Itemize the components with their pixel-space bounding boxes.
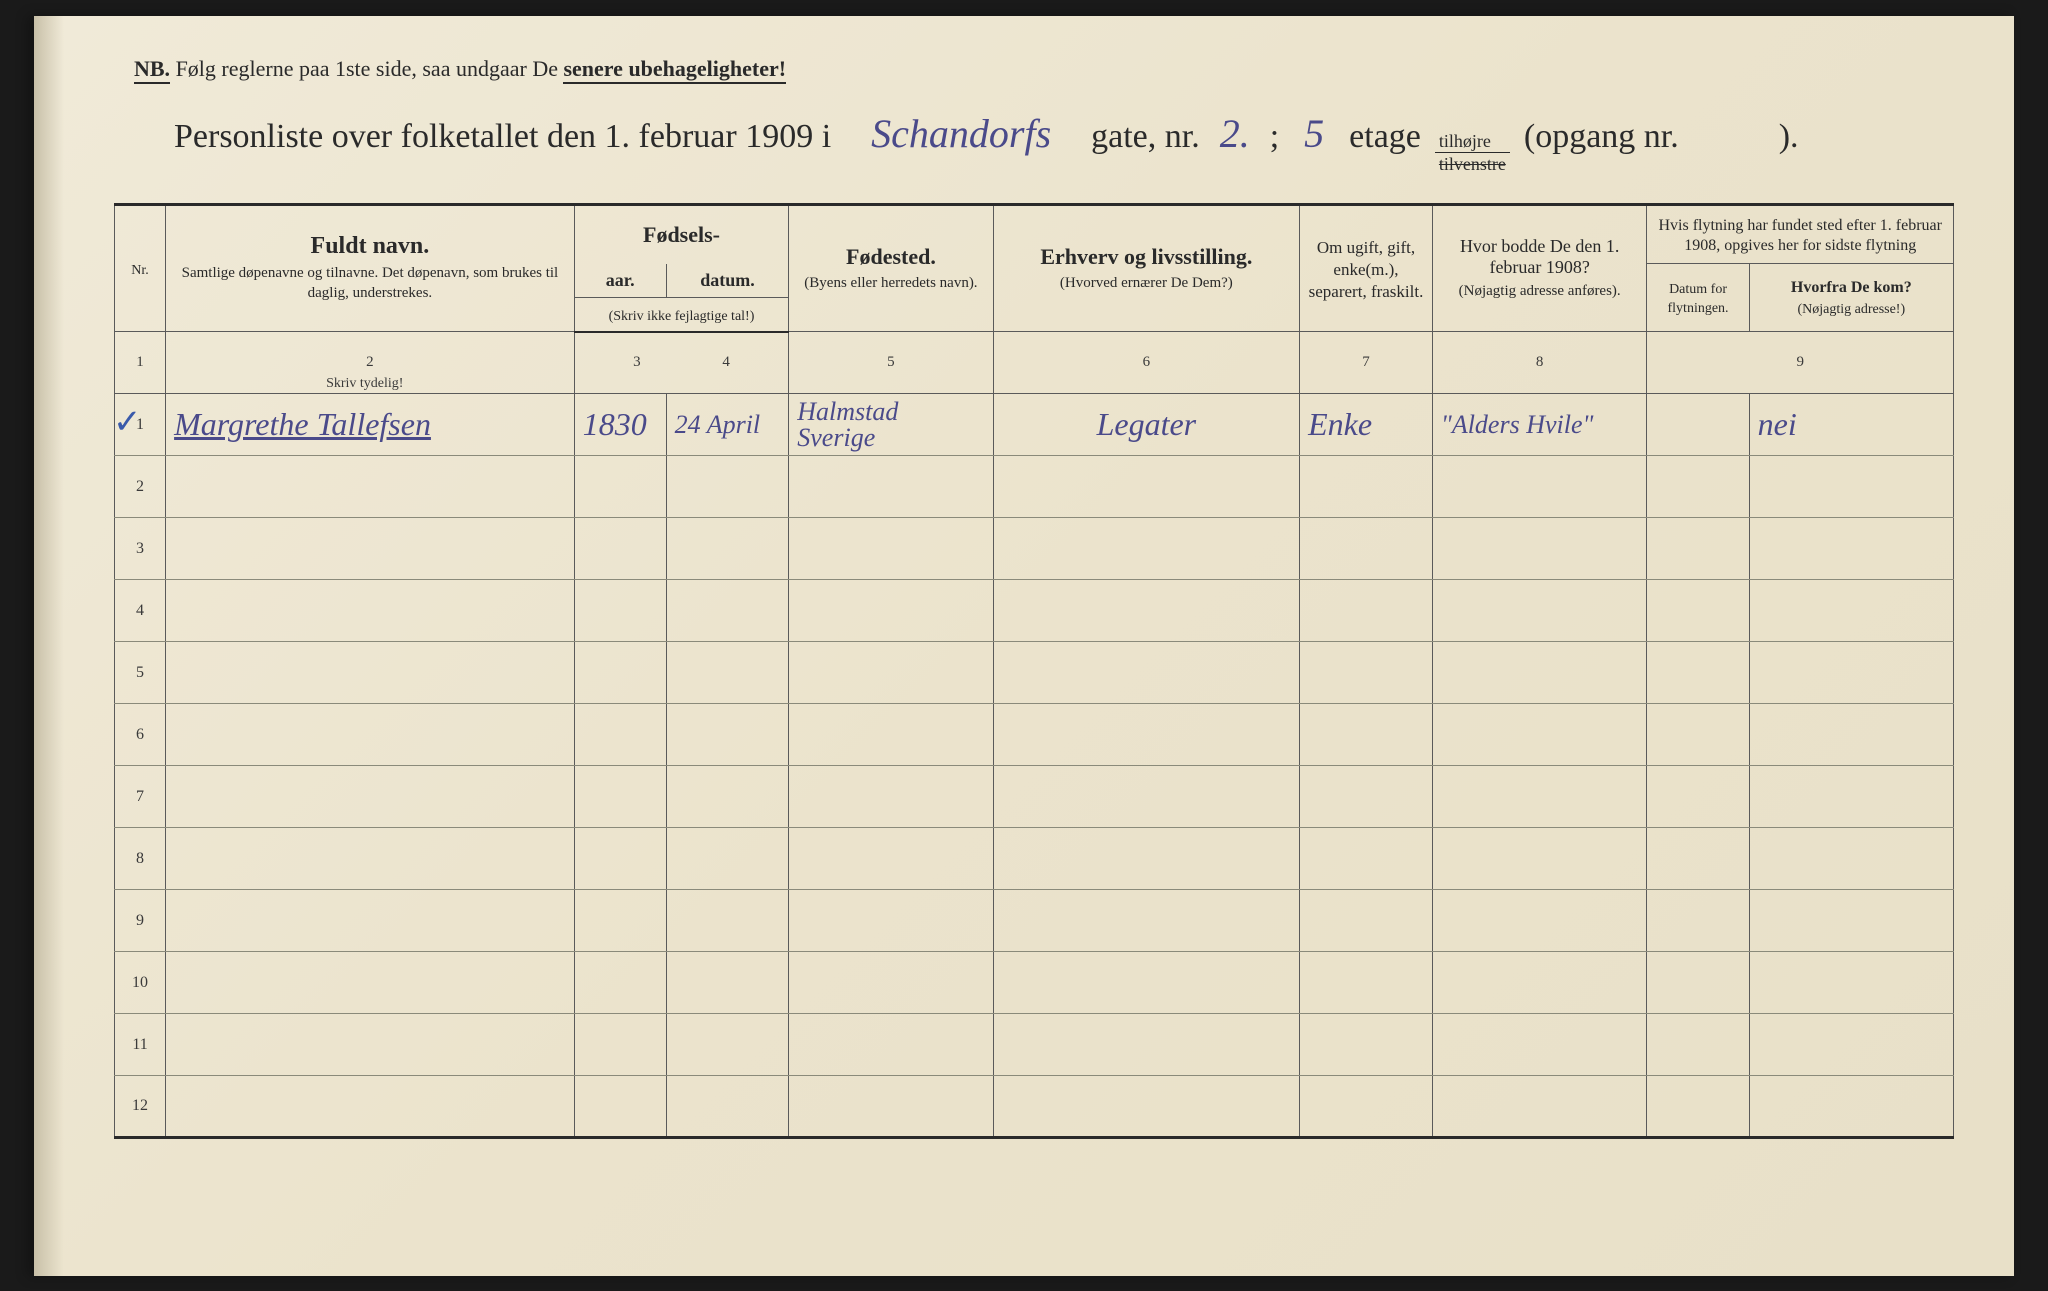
title-line: Personliste over folketallet den 1. febr… (114, 110, 1954, 173)
colnum-9: 9 (1647, 332, 1954, 394)
nb-bold: senere ubehageligheter! (563, 56, 786, 84)
cell-status: Enke (1300, 394, 1433, 456)
nr-handwritten: 2. (1210, 110, 1260, 157)
hdr-occ: Erhverv og livsstilling. (Hvorved ernære… (993, 204, 1300, 332)
hdr-prev: Hvor bodde De den 1. februar 1908? (Nøja… (1432, 204, 1647, 332)
nb-prefix: NB. (134, 56, 170, 84)
table-row: 11 (115, 1014, 1954, 1076)
hdr-name: Fuldt navn. Samtlige døpenavne og tilnav… (166, 204, 575, 332)
frac-bot: tilvenstre (1435, 153, 1510, 173)
table-row: 6 (115, 704, 1954, 766)
colnum-5: 5 (789, 332, 993, 394)
table-row: ✓ 1 Skriv tydelig! Margrethe Tallefsen 1… (115, 394, 1954, 456)
frac-top: tilhøjre (1435, 132, 1510, 153)
table-row: 7 (115, 766, 1954, 828)
colnum-6: 6 (993, 332, 1300, 394)
census-table: 1 2 3 4 5 6 7 8 9 Nr. Fuldt navn. Samtli… (114, 203, 1954, 1140)
hdr-place: Fødested. (Byens eller herredets navn). (789, 204, 993, 332)
hdr-birth-year: aar. (574, 264, 666, 298)
title-close: ). (1779, 118, 1799, 156)
street-handwritten: Schandorfs (841, 110, 1081, 157)
table-header: Nr. Fuldt navn. Samtlige døpenavne og ti… (115, 204, 1954, 332)
title-gate: gate, nr. (1091, 118, 1200, 156)
cell-movedate (1647, 394, 1749, 456)
colnum-34: 3 4 (574, 332, 789, 394)
table-row: 10 (115, 952, 1954, 1014)
table-row: 4 (115, 580, 1954, 642)
cell-date: 24 April (666, 394, 789, 456)
hdr-birth-date: datum. (666, 264, 789, 298)
skriv-tydelig-label: Skriv tydelig! (326, 376, 403, 392)
nb-text: Følg reglerne paa 1ste side, saa undgaar… (176, 56, 558, 81)
table-row: 12 (115, 1076, 1954, 1138)
title-etage: etage (1349, 118, 1421, 156)
cell-year: 1830 (574, 394, 666, 456)
title-semi: ; (1270, 118, 1279, 156)
title-part1: Personliste over folketallet den 1. febr… (174, 118, 831, 156)
colnum-1: 1 (115, 332, 166, 394)
hdr-birth-note: (Skriv ikke fejlagtige tal!) (574, 297, 789, 332)
cell-place: Halmstad Sverige (789, 394, 993, 456)
row-nr: ✓ 1 (115, 394, 166, 456)
table-row: 5 (115, 642, 1954, 704)
colnum-7: 7 (1300, 332, 1433, 394)
check-mark: ✓ (113, 402, 142, 442)
side-fraction: tilhøjre tilvenstre (1435, 132, 1510, 173)
etage-handwritten: 5 (1289, 110, 1339, 157)
cell-occ: Legater (993, 394, 1300, 456)
table-row: 2 (115, 456, 1954, 518)
colnum-8: 8 (1432, 332, 1647, 394)
cell-prev: "Alders Hvile" (1432, 394, 1647, 456)
table-row: 3 (115, 518, 1954, 580)
title-opgang: (opgang nr. (1524, 118, 1679, 156)
cell-movefrom: nei (1749, 394, 1953, 456)
hdr-move-from: Hvorfra De kom? (Nøjagtig adresse!) (1749, 264, 1953, 332)
table-body: ✓ 1 Skriv tydelig! Margrethe Tallefsen 1… (115, 394, 1954, 1138)
census-form-page: NB. Følg reglerne paa 1ste side, saa und… (34, 16, 2014, 1276)
table-row: 8 (115, 828, 1954, 890)
hdr-birth: Fødsels- (574, 204, 789, 264)
cell-name: Skriv tydelig! Margrethe Tallefsen (166, 394, 575, 456)
hdr-nr: Nr. (115, 204, 166, 332)
table-row: 9 (115, 890, 1954, 952)
hdr-move: Hvis flytning har fundet sted efter 1. f… (1647, 204, 1954, 264)
nb-notice: NB. Følg reglerne paa 1ste side, saa und… (114, 56, 1954, 82)
hdr-status: Om ugift, gift, enke(m.), separert, fras… (1300, 204, 1433, 332)
hdr-move-date: Datum for flytningen. (1647, 264, 1749, 332)
